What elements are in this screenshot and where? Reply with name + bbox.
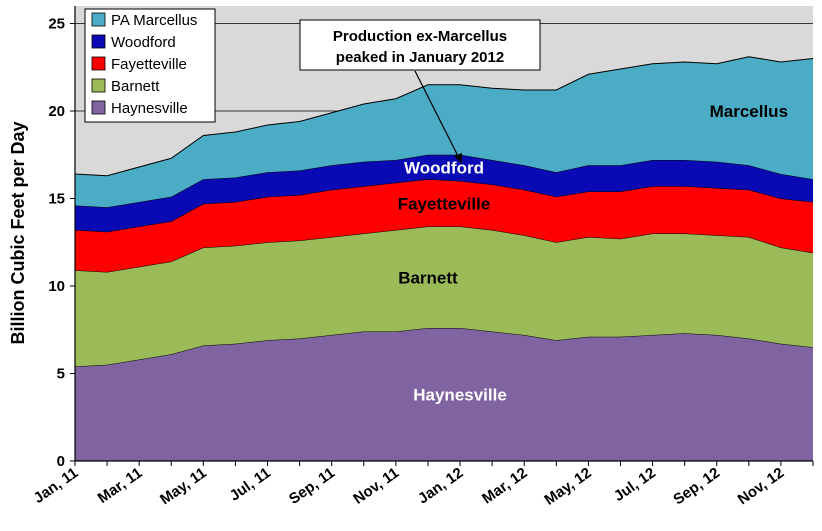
x-tick-label: May, 12: [541, 464, 594, 508]
x-tick-label: Sep, 11: [286, 464, 338, 508]
y-tick-label: 25: [48, 16, 65, 33]
legend-box: [84, 8, 216, 123]
y-axis-label: Billion Cubic Feet per Day: [8, 121, 28, 344]
area-fayetteville: [75, 179, 813, 272]
area-labels: Haynesville Barnett Fayetteville Woodford Ma…: [398, 102, 788, 405]
y-tick-label: 15: [48, 191, 65, 208]
callout-arrow-line: [414, 70, 460, 159]
legend-label-pa-marcellus: PA Marcellus: [111, 12, 197, 29]
x-tick-label: Jan, 12: [415, 464, 466, 507]
x-tick-label: May, 11: [157, 464, 210, 508]
y-tick-label: 20: [48, 103, 65, 120]
x-tick-label: Jan, 11: [31, 464, 82, 507]
y-tick-label: 10: [48, 278, 65, 295]
y-tick-labels: 0 5 10 15 20 25: [48, 16, 65, 471]
area-barnett: [75, 226, 813, 367]
x-tick-label: Sep, 12: [670, 464, 723, 508]
area-label-haynesville: Haynesville: [413, 386, 507, 405]
area-label-barnett: Barnett: [398, 268, 458, 287]
x-tick-labels: Jan, 11 Mar, 11 May, 11 Jul, 11 Sep, 11 Nov, …: [31, 464, 788, 508]
legend: PA Marcellus Woodford Fayetteville Barnett H…: [84, 8, 216, 123]
y-tick-label: 5: [57, 366, 65, 383]
area-top-line-pa-marcellus: [74, 56, 814, 177]
y-tick-label: 0: [57, 453, 65, 470]
x-tick-label: Nov, 12: [735, 464, 788, 508]
legend-swatch-pa-marcellus: [91, 12, 106, 27]
legend-label-barnett: Barnett: [111, 78, 160, 95]
callout-annotation: Production ex-Marcellus peaked in Januar…: [299, 19, 541, 164]
legend-swatch-haynesville: [91, 100, 106, 115]
area-pa-marcellus: [75, 56, 813, 208]
axes: [70, 6, 814, 466]
area-label-pa-marcellus: Marcellus: [710, 102, 788, 121]
callout-line-1: Production ex-Marcellus: [333, 28, 507, 45]
x-tick-label: Jul, 11: [226, 464, 273, 504]
legend-swatch-barnett: [91, 78, 106, 93]
area-label-woodford: Woodford: [404, 158, 484, 177]
area-haynesville: [75, 328, 813, 461]
legend-label-woodford: Woodford: [111, 34, 176, 51]
x-tick-label: Jul, 12: [611, 464, 659, 505]
legend-swatch-fayetteville: [91, 56, 106, 71]
callout-arrowhead: [454, 153, 462, 164]
legend-label-haynesville: Haynesville: [111, 100, 188, 117]
x-tick-label: Mar, 11: [95, 464, 146, 507]
area-label-fayetteville: Fayetteville: [398, 194, 491, 213]
callout-line-2: peaked in January 2012: [336, 49, 504, 66]
x-tick-label: Mar, 12: [479, 464, 530, 507]
legend-swatch-woodford: [91, 34, 106, 49]
area-series-group: [74, 56, 814, 461]
x-tick-label: Nov, 11: [350, 464, 402, 507]
legend-label-fayetteville: Fayetteville: [111, 56, 187, 73]
callout-box: [299, 19, 541, 71]
